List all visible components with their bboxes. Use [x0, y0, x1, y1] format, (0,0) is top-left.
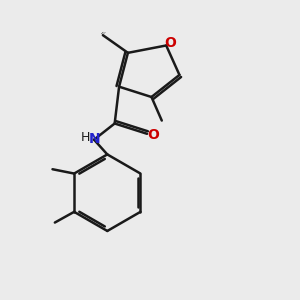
Text: H: H	[80, 131, 90, 144]
Text: N: N	[89, 132, 101, 146]
Text: O: O	[148, 128, 160, 142]
Text: methyl: methyl	[101, 32, 106, 33]
Text: O: O	[164, 35, 176, 50]
Text: methyl: methyl	[100, 32, 105, 34]
